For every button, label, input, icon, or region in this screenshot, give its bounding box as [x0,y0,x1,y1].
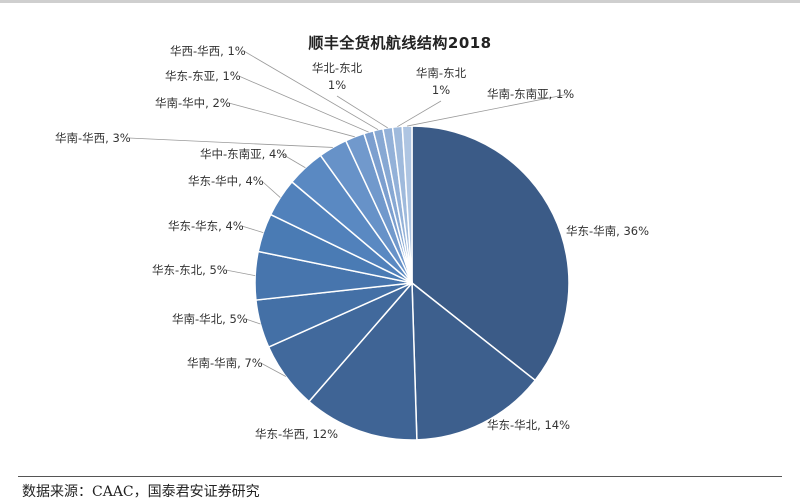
slice-label-16: 华南-东南亚, 1% [487,87,574,101]
slice-label-12: 华东-东亚, 1% [165,69,241,83]
slice-label-1: 华东-华南, 36% [566,224,649,238]
slice-label-8: 华东-华中, 4% [188,174,264,188]
slice-label-2: 华东-华北, 14% [487,418,570,432]
leader-line-15 [397,100,442,128]
pie-slices [254,125,570,441]
leader-lines [128,50,570,377]
leader-line-9 [281,153,306,169]
slice-label-14: 华北-东北 1% [312,61,363,92]
slice-label-11: 华南-华中, 2% [155,96,231,110]
slice-label-6: 华东-东北, 5% [152,263,228,277]
leader-line-13 [243,50,379,131]
slice-labels: 华东-华南, 36% 华东-华北, 14% 华东-华西, 12% 华南-华南, 7% 华… [55,44,649,441]
slice-label-13: 华西-华西, 1% [170,44,246,58]
chart-title: 顺丰全货机航线结构2018 [308,34,492,52]
slice-label-9: 华中-东南亚, 4% [200,147,287,161]
leader-line-10 [128,137,333,148]
leader-line-12 [238,75,369,133]
source-note: 数据来源：CAAC，国泰君安证券研究 [22,484,260,500]
leader-line-6 [225,269,256,277]
pie-slice-3 [307,281,418,441]
slice-label-7: 华东-华东, 4% [168,219,244,233]
slice-label-3: 华东-华西, 12% [255,427,338,441]
slice-label-10: 华南-华西, 3% [55,131,131,145]
leader-line-14 [336,95,388,129]
slice-label-4: 华南-华南, 7% [187,356,263,370]
leader-line-4 [260,362,287,377]
leader-line-16 [407,93,570,127]
leader-line-7 [241,225,264,234]
pie-slice-16 [401,125,413,284]
slice-label-15: 华南-东北 1% [416,66,467,97]
slice-label-5: 华南-华北, 5% [172,312,248,326]
leader-line-5 [245,318,261,325]
pie-slice-2 [411,281,537,441]
leader-line-11 [228,102,355,138]
leader-line-8 [261,180,281,198]
pie-slice-1 [411,125,570,382]
source-divider [18,476,782,477]
top-border [0,0,800,3]
